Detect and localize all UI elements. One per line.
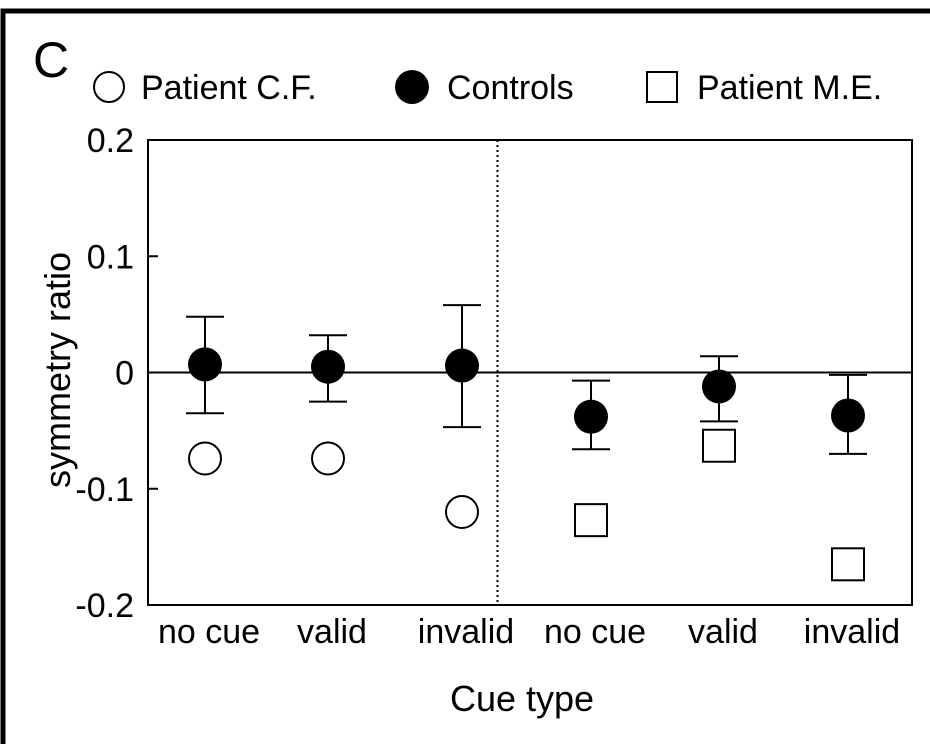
legend-label-patient-me: Patient M.E. bbox=[697, 69, 882, 107]
x-tick-label: invalid bbox=[804, 613, 900, 651]
legend-open-square-icon bbox=[646, 71, 678, 103]
data-marks bbox=[186, 304, 867, 582]
x-tick-label: invalid bbox=[418, 613, 514, 651]
legend: Patient C.F. Controls Patient M.E. bbox=[93, 69, 882, 107]
plot-area: 0.20.10-0.1-0.2 no cue valid invalid no cue… bbox=[75, 122, 913, 651]
y-tick-label: -0.2 bbox=[75, 587, 134, 625]
y-axis-label: symmetry ratio bbox=[37, 252, 78, 488]
y-ticks: 0.2 0.1 0 -0.1 -0.2 bbox=[75, 122, 158, 625]
legend-label-patient-cf: Patient C.F. bbox=[141, 69, 317, 107]
controls-point bbox=[188, 347, 222, 382]
patient-me-point bbox=[702, 428, 736, 463]
controls-point bbox=[831, 398, 865, 433]
x-tick-label: no cue bbox=[158, 613, 260, 651]
controls-point bbox=[574, 399, 608, 434]
x-tick-label: valid bbox=[297, 613, 367, 651]
patient-me-point bbox=[831, 547, 865, 582]
patient-cf-point bbox=[188, 441, 222, 476]
x-tick-label: valid bbox=[688, 613, 758, 651]
y-tick-label: -0.1 bbox=[75, 471, 134, 509]
panel-label: C bbox=[33, 32, 69, 88]
y-tick-label: 0.2 bbox=[87, 122, 134, 160]
controls-point bbox=[702, 369, 736, 404]
panel-border bbox=[0, 8, 930, 744]
patient-cf-point bbox=[445, 495, 479, 529]
legend-filled-circle-icon bbox=[395, 70, 429, 104]
y-tick-label: 0 bbox=[115, 355, 134, 393]
y-tick-label: 0.1 bbox=[87, 238, 134, 276]
x-axis-label: Cue type bbox=[450, 678, 594, 719]
legend-label-controls: Controls bbox=[447, 69, 574, 107]
patient-cf-point bbox=[311, 441, 345, 476]
x-ticks: no cue valid invalid no cue valid invalid bbox=[158, 613, 900, 651]
controls-point bbox=[311, 349, 345, 384]
x-tick-label: no cue bbox=[544, 613, 646, 651]
legend-open-circle-icon bbox=[93, 71, 125, 103]
controls-point bbox=[445, 348, 479, 383]
patient-me-point bbox=[574, 503, 608, 538]
